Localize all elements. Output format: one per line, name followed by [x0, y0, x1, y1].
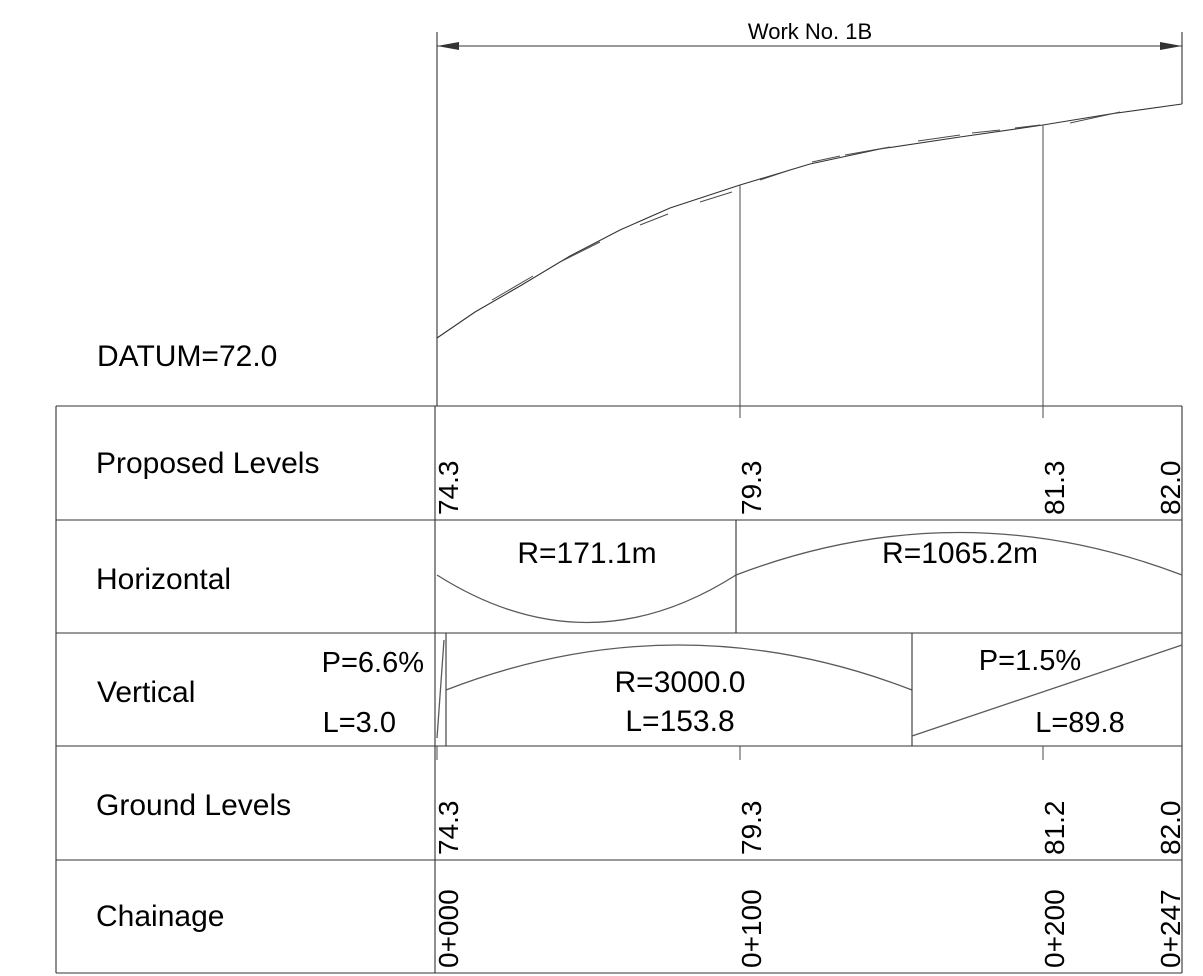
chainage-value: 0+100 [736, 889, 767, 968]
proposed-level-value: 79.3 [736, 461, 767, 516]
row-ground-levels: Ground Levels 74.3 79.3 81.2 82.0 [96, 789, 1186, 855]
work-extent-right-arrow [1160, 42, 1182, 50]
work-label: Work No. 1B [748, 19, 872, 44]
vertical-label: Vertical [97, 676, 195, 709]
ground-levels-label: Ground Levels [96, 789, 291, 822]
horizontal-curve-left [436, 574, 737, 624]
ground-level-value: 81.2 [1039, 801, 1070, 856]
vertical-curve [445, 644, 913, 691]
chainage-value: 0+247 [1155, 889, 1186, 968]
horizontal-curve-radius: R=1065.2m [882, 537, 1038, 570]
datum-label: DATUM=72.0 [97, 340, 277, 373]
vertical-length-left: L=3.0 [323, 707, 396, 739]
row-vertical: Vertical P=6.6% L=3.0 R=3000.0 L=153.8 P… [97, 633, 1183, 746]
proposed-level-value: 74.3 [433, 461, 464, 516]
vertical-curve-length: L=153.8 [625, 705, 734, 738]
proposed-level-value: 82.0 [1155, 461, 1186, 516]
row-chainage: Chainage 0+000 0+100 0+200 0+247 [96, 889, 1186, 968]
vertical-curve-radius: R=3000.0 [615, 666, 746, 699]
vertical-grade-left: P=6.6% [322, 647, 424, 679]
ground-level-value: 82.0 [1155, 801, 1186, 856]
vertical-grade-right-line [911, 644, 1183, 737]
chainage-value: 0+200 [1039, 889, 1070, 968]
row-horizontal: Horizontal R=171.1m R=1065.2m [96, 520, 1183, 633]
ground-level-profile [491, 111, 1121, 301]
horizontal-curve-right [735, 531, 1183, 576]
row-proposed-levels: Proposed Levels 74.3 79.3 81.3 82.0 [96, 447, 1186, 515]
proposed-level-profile [436, 103, 1183, 339]
ground-level-value: 74.3 [433, 801, 464, 856]
work-extent-left-arrow [437, 42, 459, 50]
profile-plot: DATUM=72.0 [97, 103, 1183, 406]
work-extent-dimension: Work No. 1B [436, 19, 1183, 406]
chainage-value: 0+000 [433, 889, 464, 968]
proposed-level-value: 81.3 [1039, 461, 1070, 516]
ground-level-value: 79.3 [736, 801, 767, 856]
vertical-length-right: L=89.8 [1035, 707, 1125, 739]
vertical-grade-right: P=1.5% [979, 645, 1081, 677]
horizontal-label: Horizontal [96, 563, 231, 596]
chainage-label: Chainage [96, 900, 224, 933]
proposed-levels-label: Proposed Levels [96, 447, 319, 480]
horizontal-curve-radius: R=171.1m [517, 537, 656, 570]
data-table [55, 405, 1183, 974]
vertical-short-grade-line [436, 639, 445, 739]
